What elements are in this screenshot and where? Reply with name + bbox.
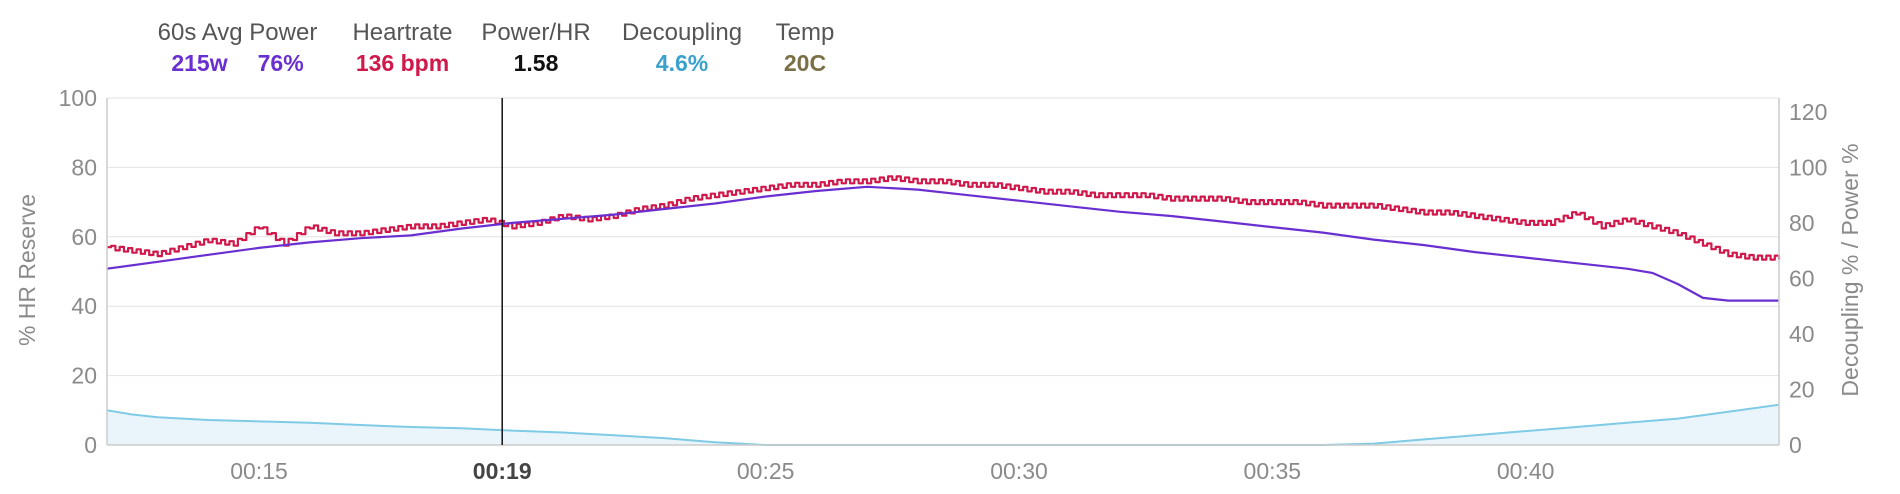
- x-tick-label: 00:19: [473, 458, 532, 484]
- legend-power-hr-label: Power/HR: [481, 19, 591, 46]
- left-tick-label: 40: [71, 293, 97, 319]
- y-axis-title-left: % HR Reserve: [14, 194, 40, 346]
- right-tick-label: 100: [1789, 154, 1827, 180]
- series-area-decoupling: [107, 404, 1779, 445]
- x-tick-label: 00:30: [990, 458, 1048, 484]
- legend-power-hr-value: 1.58: [513, 50, 559, 76]
- legend-heartrate: Heartrate 136 bpm: [340, 18, 465, 78]
- y-axis-title-right: Decoupling % / Power %: [1837, 143, 1863, 396]
- legend-decoupling-value: 4.6%: [655, 50, 709, 76]
- left-tick-label: 80: [71, 154, 97, 180]
- right-tick-label: 0: [1789, 432, 1802, 458]
- series-line-60s-avg-power: [106, 185, 1779, 302]
- left-tick-label: 0: [84, 432, 97, 458]
- grid-lines: [107, 97, 1779, 446]
- x-tick-label: 00:25: [737, 458, 795, 484]
- axes-layer: 0 20 40 60 80 100 0 20 40 60 80 100 120 00:15 00:19 00:…: [59, 85, 1828, 484]
- legend-power-percent: 76%: [257, 50, 304, 76]
- legend-temp: Temp 20C: [765, 18, 845, 78]
- right-tick-label: 120: [1789, 99, 1827, 125]
- x-tick-label: 00:35: [1244, 458, 1302, 484]
- left-tick-label: 60: [71, 224, 97, 250]
- left-tick-label: 20: [71, 363, 97, 389]
- legend-temp-value: 20C: [783, 50, 827, 76]
- legend-power-watts: 215w: [171, 50, 228, 76]
- right-tick-label: 60: [1789, 265, 1815, 291]
- left-tick-label: 100: [59, 85, 97, 111]
- series-line-heartrate: [107, 175, 1781, 261]
- chart-legend: 60s Avg Power 215w 76% Heartrate 136 bpm …: [0, 18, 900, 82]
- legend-heartrate-value: 136 bpm: [355, 50, 450, 76]
- legend-power-label: 60s Avg Power: [157, 19, 318, 46]
- right-tick-label: 80: [1789, 210, 1815, 236]
- x-tick-label: 00:40: [1497, 458, 1555, 484]
- legend-temp-label: Temp: [775, 19, 835, 46]
- legend-heartrate-label: Heartrate: [352, 19, 453, 46]
- x-tick-label: 00:15: [230, 458, 288, 484]
- legend-power-hr: Power/HR 1.58: [475, 18, 597, 78]
- right-tick-label: 40: [1789, 321, 1815, 347]
- legend-power: 60s Avg Power 215w 76%: [140, 18, 335, 78]
- legend-decoupling-label: Decoupling: [621, 19, 743, 46]
- right-tick-label: 20: [1789, 376, 1815, 402]
- series-layer: [106, 175, 1781, 446]
- legend-decoupling: Decoupling 4.6%: [612, 18, 752, 78]
